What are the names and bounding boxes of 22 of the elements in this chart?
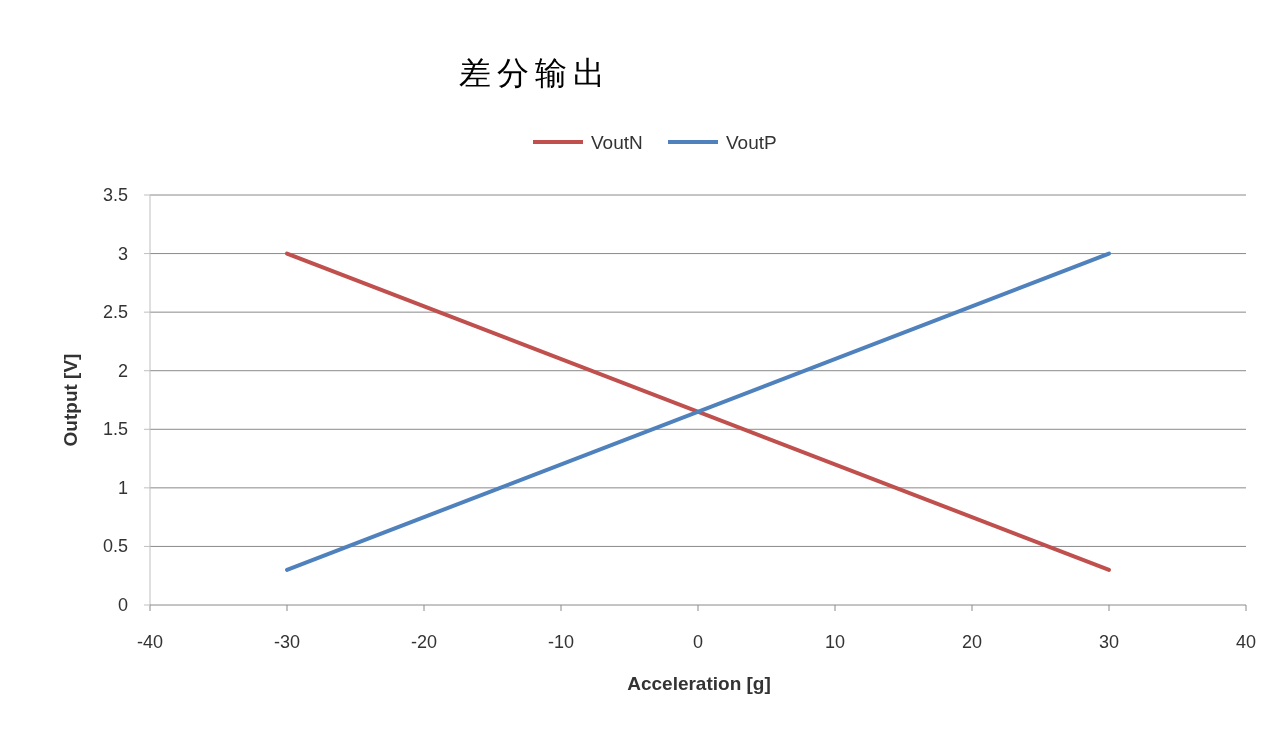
y-tick-label: 0 xyxy=(117,595,128,615)
x-tick-label: 30 xyxy=(1098,632,1120,652)
chart-title: 差分输出 xyxy=(459,54,611,92)
x-tick-label: 10 xyxy=(824,632,846,652)
x-axis-title: Acceleration [g] xyxy=(627,673,771,694)
y-tick-label: 3 xyxy=(117,243,128,264)
legend-label: VoutP xyxy=(726,132,777,153)
x-tick-label: 40 xyxy=(1235,632,1257,652)
y-tick-label: 3.5 xyxy=(102,185,128,205)
y-tick-label: 1.5 xyxy=(102,419,128,440)
x-tick-label: 0 xyxy=(692,632,704,652)
y-tick-label: 2.5 xyxy=(102,302,128,323)
x-tick-label: -20 xyxy=(410,632,438,652)
y-axis-title: Output [V] xyxy=(60,353,81,447)
y-tick-label: 0.5 xyxy=(102,536,128,557)
legend-label: VoutN xyxy=(591,132,643,153)
x-tick-label: -10 xyxy=(547,632,575,652)
x-tick-label: -40 xyxy=(136,632,164,652)
y-tick-label: 1 xyxy=(117,477,128,498)
x-tick-label: 20 xyxy=(961,632,983,652)
x-tick-label: -30 xyxy=(273,632,301,652)
y-tick-label: 2 xyxy=(117,360,128,381)
